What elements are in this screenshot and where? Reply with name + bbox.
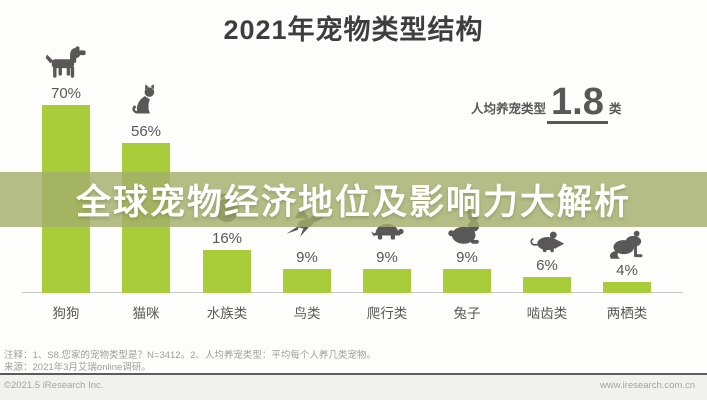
bar-column: 9% 爬行类 (347, 217, 427, 321)
bar (603, 282, 651, 293)
bar-column: 70% 狗狗 (26, 45, 106, 321)
value-label: 70% (50, 85, 82, 103)
bar-column: 6% 啮齿类 (507, 223, 587, 321)
bar (363, 268, 411, 293)
bar-column: 4% 两栖类 (587, 224, 667, 321)
bar (203, 250, 251, 293)
value-label: 6% (536, 256, 558, 274)
bar-column: 9% 鸟类 (267, 207, 347, 321)
stat-unit: 类 (608, 102, 622, 117)
banner-text: 全球宠物经济地位及影响力大解析 (75, 183, 631, 222)
mouse-icon (524, 223, 570, 255)
category-label: 两栖类 (606, 306, 648, 321)
dog-icon (43, 45, 89, 83)
stat-label: 人均养宠类型 (471, 102, 547, 117)
source-note: 来源：2021年3月艾瑞online调研。 (4, 362, 151, 373)
value-label: 4% (616, 262, 638, 280)
value-label: 9% (456, 248, 478, 266)
category-label: 啮齿类 (526, 306, 568, 321)
bar-column: 9% 兔子 (427, 209, 507, 321)
value-label: 9% (296, 248, 318, 266)
bar (443, 268, 491, 293)
page-title: 2021年宠物类型结构 (223, 15, 484, 45)
avg-pet-types-stat: 人均养宠类型 1.8 类 (471, 83, 622, 125)
value-label: 16% (211, 230, 243, 248)
category-label: 猫咪 (132, 306, 160, 321)
website-text: www.iresearch.com.cn (599, 380, 695, 391)
category-label: 鸟类 (293, 306, 321, 321)
bar (283, 268, 331, 293)
frog-icon (605, 224, 649, 260)
category-label: 兔子 (453, 306, 481, 321)
footer-strip (0, 375, 707, 400)
stat-value: 1.8 (547, 83, 608, 125)
banner-overlay: 全球宠物经济地位及影响力大解析 (0, 172, 707, 227)
category-label: 水族类 (206, 306, 248, 321)
cat-icon (128, 79, 164, 121)
footer-divider (0, 373, 707, 375)
bar-column: 16% 水族类 (187, 186, 267, 321)
footnote: 注释：1、S8.您家的宠物类型是？N=3412。2、人均养宠类型：平均每个人养几… (4, 350, 376, 361)
category-label: 爬行类 (366, 306, 408, 321)
category-label: 狗狗 (52, 306, 80, 321)
bar (523, 276, 571, 293)
copyright-text: ©2021.5 iResearch Inc. (4, 380, 104, 391)
value-label: 56% (130, 122, 162, 140)
x-axis (22, 292, 683, 293)
value-label: 9% (376, 248, 398, 266)
